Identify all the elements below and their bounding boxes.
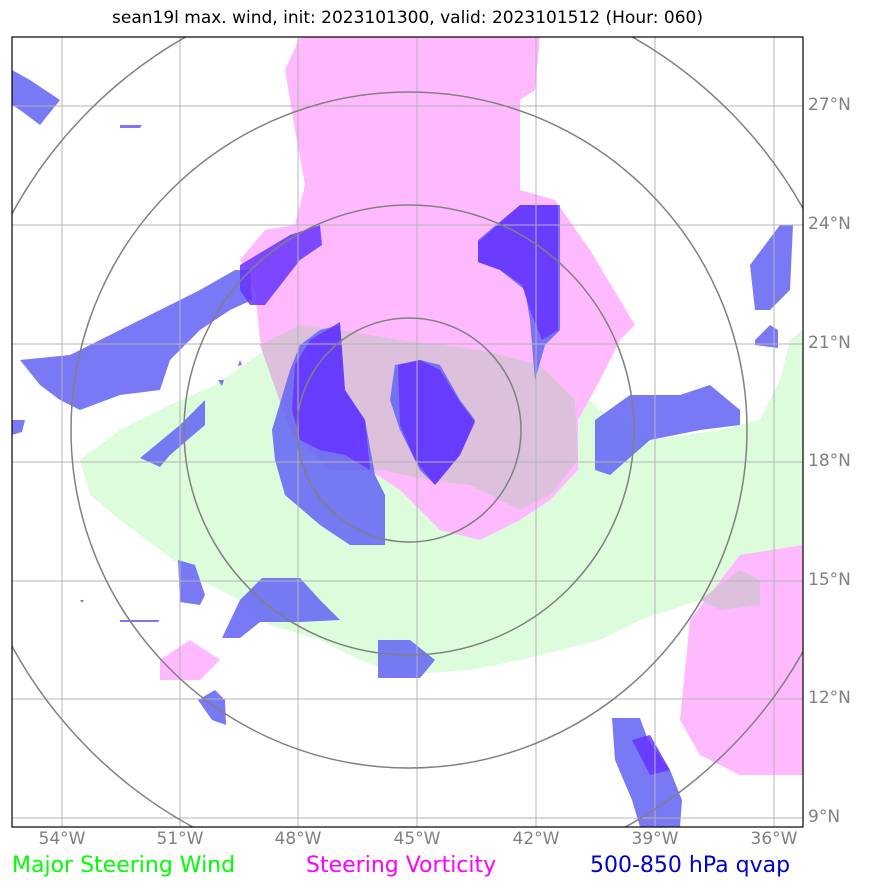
lat-label-9n: 9°N bbox=[808, 807, 841, 827]
legend-steering-vorticity: Steering Vorticity bbox=[306, 853, 497, 878]
legend-qvap: 500-850 hPa qvap bbox=[590, 853, 791, 878]
lon-label-36w: 36°W bbox=[750, 829, 798, 849]
plot-frame bbox=[11, 36, 804, 828]
lat-label-12n: 12°N bbox=[808, 688, 851, 708]
lat-label-27n: 27°N bbox=[808, 95, 851, 115]
lon-label-48w: 48°W bbox=[274, 829, 322, 849]
graticule bbox=[12, 37, 803, 827]
lon-label-45w: 45°W bbox=[393, 829, 441, 849]
lon-label-42w: 42°W bbox=[512, 829, 560, 849]
map-title: sean19l max. wind, init: 2023101300, val… bbox=[112, 8, 703, 28]
lat-label-15n: 15°N bbox=[808, 570, 851, 590]
lat-label-18n: 18°N bbox=[808, 451, 851, 471]
lat-label-21n: 21°N bbox=[808, 333, 851, 353]
lat-label-24n: 24°N bbox=[808, 214, 851, 234]
lon-label-39w: 39°W bbox=[631, 829, 679, 849]
legend-steering-wind: Major Steering Wind bbox=[12, 853, 236, 878]
lon-label-51w: 51°W bbox=[156, 829, 204, 849]
lon-label-54w: 54°W bbox=[38, 829, 86, 849]
